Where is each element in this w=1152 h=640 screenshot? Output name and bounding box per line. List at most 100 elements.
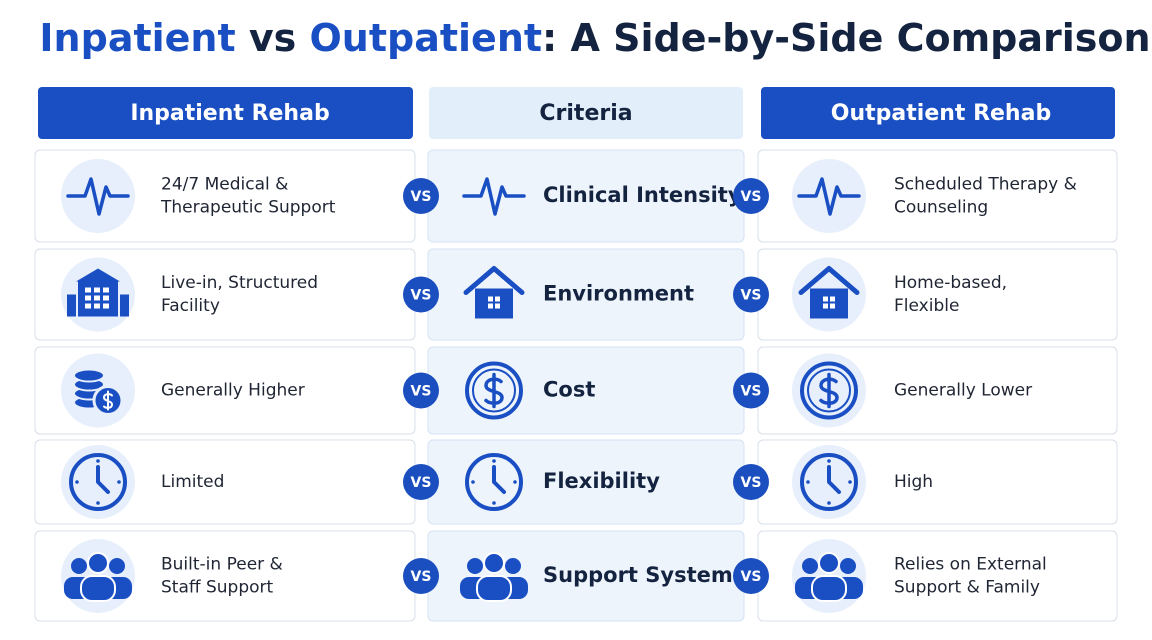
header-box bbox=[761, 87, 1115, 139]
icon bbox=[73, 368, 124, 416]
cell-text: Counseling bbox=[894, 198, 988, 218]
icon bbox=[465, 453, 523, 511]
icon-shape bbox=[73, 368, 105, 383]
icon bbox=[460, 552, 528, 602]
cell-text: Limited bbox=[161, 472, 224, 492]
header-box bbox=[429, 87, 743, 139]
icon-shape bbox=[492, 501, 496, 505]
icon-shape bbox=[807, 368, 851, 413]
vs-badge bbox=[733, 372, 769, 409]
icon-shape bbox=[462, 177, 526, 216]
icon-shape bbox=[819, 372, 839, 409]
vs-badge bbox=[733, 464, 769, 500]
cell-text: Staff Support bbox=[161, 578, 274, 598]
icon-shape bbox=[102, 390, 114, 411]
vs-label: VS bbox=[741, 569, 762, 585]
criteria-label: Flexibility bbox=[543, 469, 660, 493]
criteria-label: Cost bbox=[543, 378, 595, 402]
title-part: vs bbox=[236, 16, 310, 60]
icon bbox=[67, 268, 129, 317]
icon-shape bbox=[492, 459, 496, 463]
title-part: Inpatient bbox=[39, 16, 235, 60]
cell-text: Support & Family bbox=[894, 578, 1040, 598]
vs-badge bbox=[733, 178, 769, 214]
cell-text: High bbox=[894, 472, 933, 492]
icon-shape bbox=[505, 558, 521, 574]
icon bbox=[800, 453, 858, 511]
icon-shape bbox=[472, 368, 516, 413]
vs-label: VS bbox=[741, 475, 762, 491]
criteria-label: Clinical Intensity bbox=[543, 183, 742, 207]
icon-shape bbox=[85, 287, 91, 293]
cell-text: Facility bbox=[161, 296, 220, 316]
icon-shape bbox=[96, 459, 100, 463]
icon-shape bbox=[85, 295, 91, 301]
title-part: Outpatient bbox=[310, 16, 543, 60]
icon-shape bbox=[806, 480, 810, 484]
icon-shape bbox=[797, 177, 861, 216]
header-box bbox=[38, 87, 413, 139]
icon-shape bbox=[94, 287, 100, 293]
icon-shape bbox=[827, 465, 841, 494]
icon-bg bbox=[61, 159, 135, 233]
icon-shape bbox=[87, 552, 109, 574]
cell-text: Therapeutic Support bbox=[160, 198, 336, 218]
vs-label: VS bbox=[741, 189, 762, 205]
icon-shape bbox=[800, 361, 858, 420]
icon-shape bbox=[120, 294, 129, 317]
icon bbox=[66, 177, 130, 216]
vs-label: VS bbox=[741, 384, 762, 400]
icon bbox=[69, 453, 127, 511]
vs-badge bbox=[403, 464, 439, 500]
vs-label: VS bbox=[411, 288, 432, 304]
icon-shape bbox=[96, 465, 110, 494]
icon-shape bbox=[827, 501, 831, 505]
criteria-label: Environment bbox=[543, 282, 694, 306]
icon-shape bbox=[840, 558, 856, 574]
icon-shape bbox=[85, 303, 91, 309]
vs-badge bbox=[403, 558, 439, 594]
icon-shape bbox=[513, 480, 517, 484]
cell-text: Built-in Peer & bbox=[161, 555, 283, 575]
cell-text: Live-in, Structured bbox=[161, 273, 318, 293]
icon-shape bbox=[103, 287, 109, 293]
icon-shape bbox=[66, 177, 130, 216]
icon bbox=[798, 266, 860, 319]
vs-badge bbox=[733, 276, 769, 313]
cell-text: Scheduled Therapy & bbox=[894, 175, 1077, 195]
criteria-label: Support System bbox=[543, 563, 733, 587]
icon-shape bbox=[467, 558, 483, 574]
icon-shape bbox=[827, 459, 831, 463]
icon-shape bbox=[103, 303, 109, 309]
icon-shape bbox=[800, 453, 858, 511]
header: Outpatient Rehab bbox=[831, 101, 1051, 126]
icon bbox=[463, 266, 525, 319]
title: Inpatient vs Outpatient: A Side-by-Side … bbox=[39, 16, 1150, 60]
icon-shape bbox=[75, 480, 79, 484]
icon bbox=[64, 552, 132, 602]
icon-shape bbox=[80, 575, 116, 602]
icon-shape bbox=[818, 552, 840, 574]
icon-shape bbox=[483, 552, 505, 574]
cell-text: Generally Higher bbox=[161, 381, 305, 401]
header: Criteria bbox=[539, 101, 632, 126]
icon-shape bbox=[463, 266, 525, 295]
icon-shape bbox=[69, 453, 127, 511]
icon-shape bbox=[802, 558, 818, 574]
cell-text: Generally Lower bbox=[894, 381, 1032, 401]
vs-badge bbox=[403, 372, 439, 409]
cell-text: Home-based, bbox=[894, 273, 1007, 293]
icon bbox=[795, 552, 863, 602]
icon bbox=[462, 177, 526, 216]
icon-shape bbox=[102, 390, 114, 411]
cell-text: 24/7 Medical & bbox=[161, 175, 288, 195]
icon bbox=[465, 361, 523, 420]
cell-text: Flexible bbox=[894, 296, 959, 316]
icon-shape bbox=[848, 480, 852, 484]
icon-shape bbox=[484, 372, 504, 409]
icon-shape bbox=[94, 303, 100, 309]
vs-label: VS bbox=[411, 475, 432, 491]
vs-badge bbox=[733, 558, 769, 594]
icon-shape bbox=[465, 453, 523, 511]
